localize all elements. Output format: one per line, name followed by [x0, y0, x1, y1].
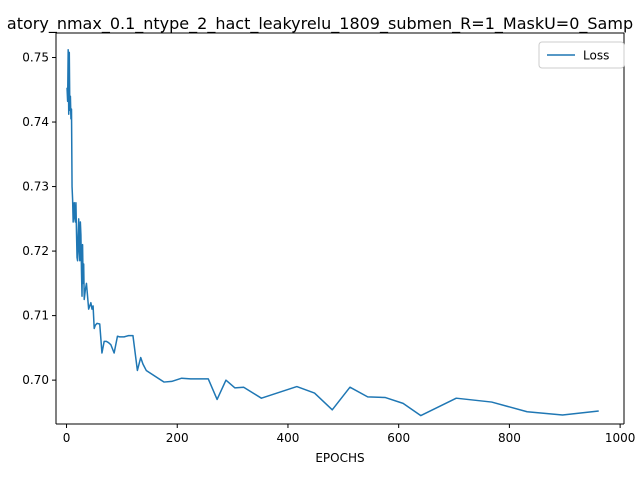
legend-label-loss: Loss	[583, 49, 609, 63]
legend: Loss	[538, 41, 625, 69]
y-tick-label: 0.73	[22, 180, 49, 194]
x-tick-label: 0	[63, 431, 71, 445]
x-tick-label: 800	[498, 431, 521, 445]
x-tick-label: 600	[387, 431, 410, 445]
y-tick-label: 0.75	[22, 51, 49, 65]
y-tick-label: 0.72	[22, 244, 49, 258]
y-tick-label: 0.71	[22, 309, 49, 323]
plot-area	[56, 33, 624, 424]
y-tick-label: 0.70	[22, 373, 49, 387]
axes-layer: 0 200 400 600 800 1000 0.70 0.71 0.72 0.73 0.74 0.7…	[22, 32, 636, 465]
x-axis-label: EPOCHS	[315, 451, 364, 465]
loss-series-layer	[66, 49, 599, 417]
chart-title: atory_nmax_0.1_ntype_2_hact_leakyrelu_18…	[6, 14, 634, 33]
plot-background	[56, 33, 624, 424]
y-tick-label: 0.74	[22, 115, 49, 129]
x-tick-label: 1000	[605, 431, 636, 445]
series-line-loss	[66, 49, 599, 417]
x-tick-label: 200	[166, 431, 189, 445]
x-tick-label: 400	[277, 431, 300, 445]
legend-box	[538, 41, 625, 69]
